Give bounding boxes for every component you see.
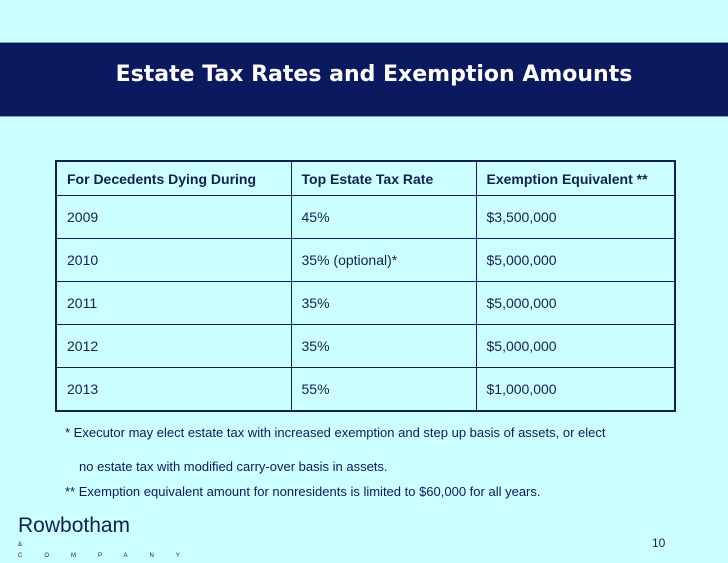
- table-row: 2010 35% (optional)* $5,000,000: [55, 238, 676, 282]
- table-body: For Decedents Dying During Top Estate Tax…: [55, 160, 676, 412]
- table-row: 2009 45% $3,500,000: [55, 195, 676, 239]
- footnote: ** Exemption equivalent amount for nonre…: [65, 484, 541, 499]
- table-cell: $5,000,000: [475, 324, 676, 368]
- column-header: For Decedents Dying During: [55, 160, 292, 196]
- footnote: no estate tax with modified carry-over b…: [79, 459, 388, 474]
- page-number: 10: [652, 536, 666, 550]
- column-header: Exemption Equivalent **: [475, 160, 676, 196]
- tax-table: For Decedents Dying During Top Estate Tax…: [55, 160, 676, 412]
- table-cell: 45%: [290, 195, 477, 239]
- table-cell: 2009: [55, 195, 292, 239]
- header-row: For Decedents Dying During Top Estate Tax…: [55, 160, 676, 196]
- title-banner: [0, 42, 728, 117]
- table-cell: 35% (optional)*: [290, 238, 477, 282]
- table-cell: $5,000,000: [475, 281, 676, 325]
- brand-subtitle: & COMPANY LLP: [18, 542, 202, 559]
- table-row: 2013 55% $1,000,000: [55, 367, 676, 412]
- table-cell: $1,000,000: [475, 367, 676, 412]
- table-cell: 2012: [55, 324, 292, 368]
- table-cell: 35%: [290, 324, 477, 368]
- table-row: 2012 35% $5,000,000: [55, 324, 676, 368]
- slide-title: Estate Tax Rates and Exemption Amounts: [115, 62, 633, 87]
- table-cell: 55%: [290, 367, 477, 412]
- column-header: Top Estate Tax Rate: [290, 160, 477, 196]
- table-row: 2011 35% $5,000,000: [55, 281, 676, 325]
- table-cell: 35%: [290, 281, 477, 325]
- table-cell: 2010: [55, 238, 292, 282]
- brand: Rowbotham: [18, 514, 131, 537]
- table-cell: 2011: [55, 281, 292, 325]
- table-cell: 2013: [55, 367, 292, 412]
- table-cell: $5,000,000: [475, 238, 676, 282]
- footnote: * Executor may elect estate tax with inc…: [65, 425, 606, 440]
- table-cell: $3,500,000: [475, 195, 676, 239]
